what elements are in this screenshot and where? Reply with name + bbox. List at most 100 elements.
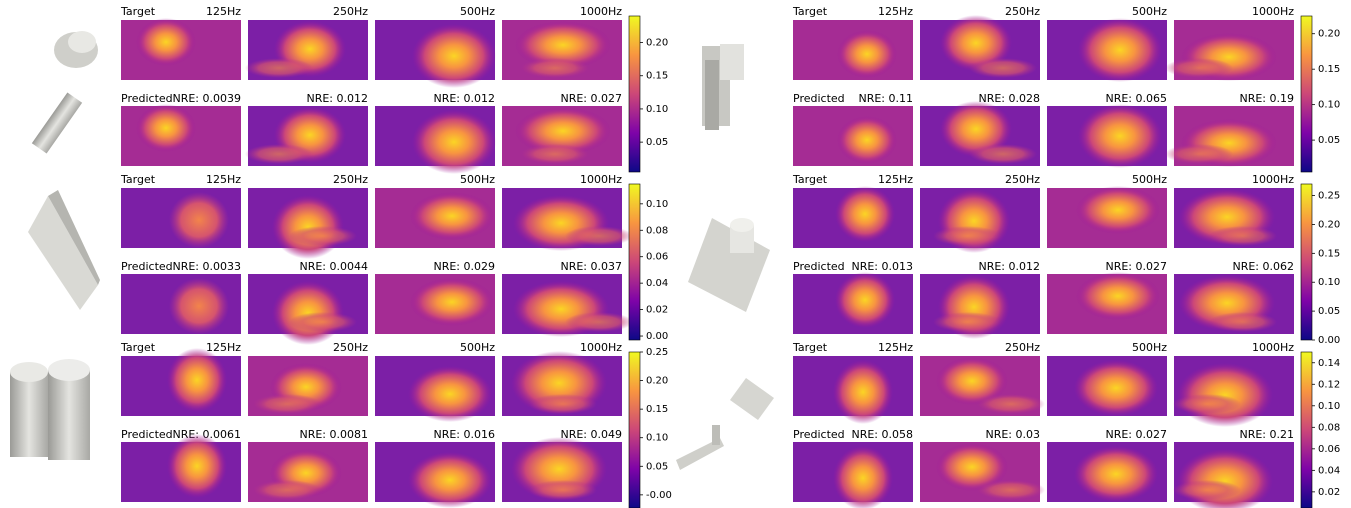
colorbar-tick-label: 0.10 [646,199,668,210]
frequency-label: 250Hz [1005,173,1040,186]
heatmap-blob [1074,446,1158,502]
colorbar-tick-label: 0.05 [1318,135,1340,146]
colorbar-tick-label: 0.10 [1318,277,1340,288]
colorbar-tick-label: 0.25 [1318,191,1340,202]
frequency-label: 1000Hz [1252,341,1294,354]
nre-label: NRE: 0.0033 [172,260,241,273]
heatmap-blob [1173,394,1241,414]
colorbar-tick-label: 0.15 [1318,64,1340,75]
heatmap-blob [1209,226,1277,246]
colorbar-tick-label: 0.15 [646,71,668,82]
frequency-label: 500Hz [1132,173,1167,186]
colorbar-tick-label: 0.08 [646,225,668,236]
heatmap-blob [169,278,229,334]
heatmap-blob [833,446,893,508]
nre-label: NRE: 0.062 [1232,260,1294,273]
nre-label: NRE: 0.029 [433,260,495,273]
object-bolt [32,31,98,154]
frequency-label: 250Hz [333,341,368,354]
heatmap-blob [253,480,321,500]
target-label: Target [792,341,828,354]
target-label: Target [792,173,828,186]
heatmap-blob [289,226,357,246]
heatmap-blob [1177,363,1273,427]
frequency-label: 125Hz [878,341,913,354]
colorbar-tick-label: -0.00 [646,490,672,501]
heatmap-blob [245,58,313,78]
heatmap-blob [1173,480,1241,500]
frequency-label: 500Hz [460,341,495,354]
nre-label: NRE: 0.016 [433,428,495,441]
heatmap-blob [167,348,227,412]
colorbar-tick-label: 0.05 [646,137,668,148]
colorbar-tick-label: 0.00 [1318,335,1340,346]
colorbar-tick-label: 0.04 [1318,465,1340,476]
colorbar [629,352,640,508]
nre-label: NRE: 0.11 [858,92,913,105]
colorbar [629,16,640,172]
predicted-label: Predicted [121,428,173,441]
heatmap-blob [565,312,633,332]
target-label: Target [120,5,156,18]
frequency-label: 1000Hz [580,173,622,186]
heatmap-blob [136,104,196,152]
frequency-label: 125Hz [206,5,241,18]
colorbar-tick-label: 0.10 [646,104,668,115]
colorbar-tick-label: 0.20 [646,376,668,387]
colorbar-tick-label: 0.10 [646,433,668,444]
heatmap-blob [977,394,1045,414]
nre-label: NRE: 0.0039 [172,92,241,105]
heatmap-blob [245,144,313,164]
frequency-label: 125Hz [878,5,913,18]
colorbar-tick-label: 0.15 [646,404,668,415]
colorbar [1301,352,1312,508]
predicted-label: Predicted [793,260,845,273]
target-label: Target [120,173,156,186]
nre-label: NRE: 0.19 [1239,92,1294,105]
frequency-label: 250Hz [333,173,368,186]
nre-label: NRE: 0.03 [985,428,1040,441]
heatmap-blob [969,144,1037,164]
object-block [28,190,100,310]
heatmap-blob [1165,58,1233,78]
nre-label: NRE: 0.027 [1105,428,1167,441]
heatmap-blob [167,434,227,498]
heatmap-blob [1078,104,1162,168]
heatmap-blob [933,312,1001,332]
heatmap-blob [565,226,633,246]
colorbar-tick-label: 0.02 [1318,487,1340,498]
nre-label: NRE: 0.0081 [299,428,368,441]
heatmap-blob [410,192,494,240]
target-label: Target [120,341,156,354]
colorbar [629,184,640,340]
heatmap-blob [410,278,494,326]
nre-label: NRE: 0.012 [978,260,1040,273]
object-motor-plate [688,218,770,312]
frequency-label: 1000Hz [580,341,622,354]
heatmap-blob [169,192,229,248]
frequency-label: 1000Hz [1252,173,1294,186]
colorbar-tick-label: 0.02 [646,305,668,316]
nre-label: NRE: 0.037 [560,260,622,273]
heatmap-blob [289,312,357,332]
nre-label: NRE: 0.21 [1239,428,1294,441]
frequency-label: 125Hz [206,173,241,186]
heatmap-blob [408,366,492,422]
nre-label: NRE: 0.013 [851,260,913,273]
colorbar-tick-label: 0.25 [646,347,668,358]
frequency-label: 125Hz [878,173,913,186]
colorbar-tick-label: 0.14 [1318,358,1340,369]
heatmap-blob [412,24,496,88]
nre-label: NRE: 0.012 [433,92,495,105]
heatmap-blob [837,30,897,78]
colorbar-tick-label: 0.06 [1318,444,1340,455]
colorbar-tick-label: 0.10 [1318,100,1340,111]
frequency-label: 500Hz [460,5,495,18]
target-label: Target [792,5,828,18]
frequency-label: 500Hz [1132,341,1167,354]
colorbar-tick-label: 0.15 [1318,248,1340,259]
colorbar-tick-label: 0.20 [646,38,668,49]
frequency-label: 500Hz [460,173,495,186]
heatmap-blob [521,58,589,78]
colorbar-tick-label: 0.10 [1318,401,1340,412]
